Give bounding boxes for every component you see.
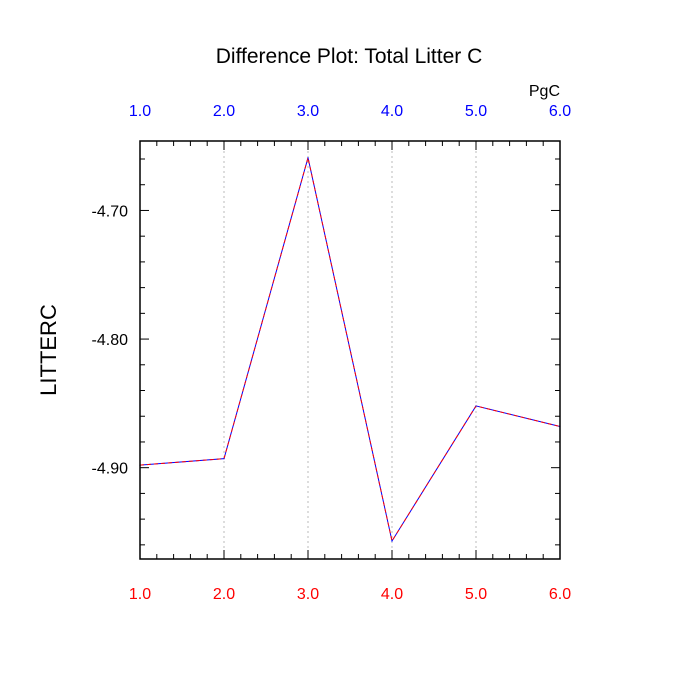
x-tick-label-top: 6.0 [549,103,571,120]
chart-title: Difference Plot: Total Litter C [216,45,483,68]
x-tick-label-top: 2.0 [213,103,235,120]
x-tick-label-bottom: 6.0 [549,586,571,603]
y-axis-label: LITTERC [36,304,61,396]
axes: 1.0 1.0 2.0 2.0 3.0 3.0 4.0 4.0 5.0 5.0 6.0 6.0 -4.7… [92,103,572,603]
data-point [223,458,225,460]
series-lines [139,157,561,543]
x-tick-label-bottom: 2.0 [213,586,235,603]
y-tick-label: -4.90 [92,461,129,478]
plot-frame [139,140,561,560]
units-label: PgC [529,83,560,100]
x-tick-label-top: 4.0 [381,103,403,120]
series-line-0 [139,157,561,543]
x-tick-label-bottom: 4.0 [381,586,403,603]
series-line-overlay-0 [139,157,561,543]
x-tick-label-top: 1.0 [129,103,151,120]
data-point [391,540,393,542]
x-tick-label-bottom: 1.0 [129,586,151,603]
x-tick-label-top: 3.0 [297,103,319,120]
data-point [475,405,477,407]
x-tick-label-bottom: 5.0 [465,586,487,603]
y-tick-label: -4.80 [92,332,129,349]
x-tick-label-top: 5.0 [465,103,487,120]
data-point [307,157,309,159]
y-tick-label: -4.70 [92,203,129,220]
x-tick-label-bottom: 3.0 [297,586,319,603]
